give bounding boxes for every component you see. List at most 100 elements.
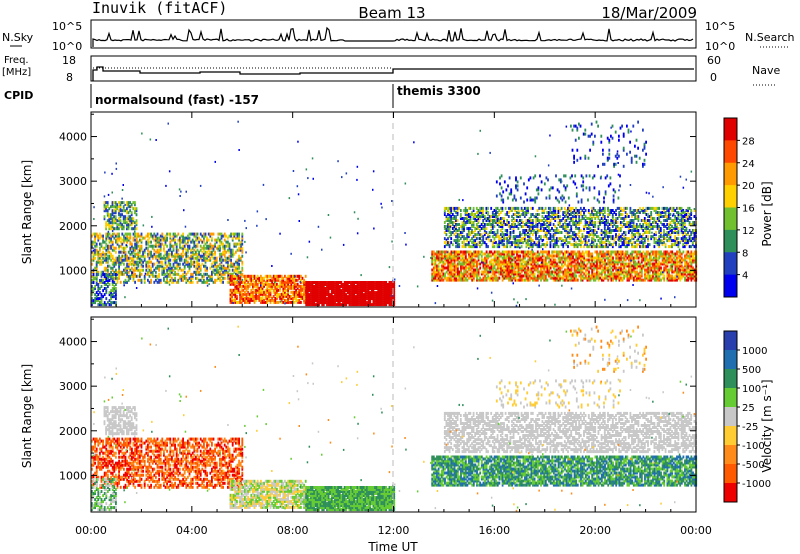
power-cell bbox=[199, 266, 202, 270]
power-cell bbox=[113, 291, 116, 295]
power-cell bbox=[386, 289, 389, 293]
power-cell bbox=[134, 201, 136, 205]
power-cell bbox=[285, 284, 288, 288]
power-cell bbox=[284, 288, 286, 292]
power-cell bbox=[644, 274, 646, 278]
power-cell bbox=[573, 272, 576, 276]
power-cell bbox=[380, 297, 383, 301]
power-cell bbox=[240, 298, 243, 302]
power-cell bbox=[390, 281, 392, 284]
power-cell bbox=[155, 274, 157, 278]
power-cell bbox=[578, 274, 581, 278]
power-cell bbox=[393, 289, 396, 293]
power-cell bbox=[199, 264, 202, 268]
power-cell bbox=[158, 248, 160, 252]
power-cell bbox=[123, 236, 125, 240]
power-cell bbox=[121, 250, 124, 254]
power-cell bbox=[132, 219, 135, 223]
power-cell bbox=[661, 254, 664, 258]
power-cell bbox=[674, 262, 677, 266]
power-cell bbox=[118, 276, 120, 280]
power-cell bbox=[190, 254, 192, 258]
power-cell bbox=[91, 281, 93, 284]
power-cell bbox=[356, 287, 359, 290]
power-cell bbox=[261, 280, 264, 284]
power-cell bbox=[628, 264, 630, 268]
power-cell bbox=[366, 281, 368, 284]
power-cell bbox=[436, 274, 438, 278]
power-cell bbox=[313, 299, 316, 303]
power-cell bbox=[169, 270, 172, 274]
power-cell bbox=[129, 232, 132, 236]
power-cell bbox=[382, 293, 384, 297]
power-cell bbox=[463, 219, 465, 222]
power-cell bbox=[340, 297, 343, 301]
power-cell bbox=[276, 282, 278, 286]
power-cell bbox=[306, 293, 309, 297]
power-cell bbox=[460, 272, 462, 276]
power-cell bbox=[581, 276, 584, 280]
power-cell bbox=[586, 254, 589, 258]
power-cell bbox=[183, 244, 186, 248]
power-cell bbox=[380, 299, 383, 303]
power-cell bbox=[677, 256, 680, 260]
power-cell bbox=[327, 281, 330, 284]
power-cell bbox=[469, 262, 472, 266]
power-cell bbox=[116, 272, 119, 276]
power-cell bbox=[642, 256, 645, 260]
power-cell bbox=[501, 268, 504, 272]
power-data-layer bbox=[91, 120, 698, 307]
power-cell bbox=[594, 266, 597, 270]
power-cell bbox=[578, 254, 581, 258]
power-cell bbox=[139, 256, 141, 260]
power-cell bbox=[314, 297, 317, 301]
power-cell bbox=[234, 300, 237, 304]
power-cell bbox=[536, 268, 539, 272]
power-cell bbox=[182, 234, 184, 238]
power-cell bbox=[511, 276, 514, 280]
power-cell bbox=[124, 215, 127, 219]
power-cell bbox=[512, 262, 515, 266]
power-cell bbox=[608, 276, 611, 280]
power-cell bbox=[439, 272, 442, 276]
power-cell bbox=[255, 276, 257, 280]
power-cell bbox=[116, 270, 119, 274]
nave-label: Nave bbox=[752, 64, 780, 77]
power-cell bbox=[245, 276, 248, 280]
power-cell bbox=[543, 262, 546, 266]
power-cell bbox=[383, 301, 386, 305]
power-cell bbox=[204, 272, 207, 276]
power-cell bbox=[440, 254, 443, 258]
power-cell bbox=[351, 299, 354, 303]
power-cell bbox=[196, 266, 199, 270]
power-cell bbox=[195, 234, 197, 238]
power-cell bbox=[332, 285, 335, 288]
power-cell bbox=[248, 278, 251, 282]
power-cell bbox=[330, 303, 333, 307]
power-cell bbox=[468, 252, 470, 256]
power-cell bbox=[455, 241, 457, 245]
power-cell bbox=[668, 278, 670, 282]
power-cell bbox=[568, 256, 571, 260]
power-cell bbox=[568, 262, 571, 266]
power-cell bbox=[612, 264, 614, 268]
power-cell bbox=[305, 301, 308, 305]
power-cell bbox=[480, 206, 483, 210]
power-cell bbox=[605, 274, 608, 278]
power-cell bbox=[468, 276, 470, 280]
power-cell bbox=[107, 301, 109, 305]
power-cell bbox=[169, 232, 172, 236]
power-cell bbox=[137, 250, 140, 254]
power-cell bbox=[119, 258, 122, 262]
power-cell bbox=[490, 254, 493, 258]
power-cell bbox=[637, 262, 640, 266]
power-cell bbox=[512, 258, 515, 262]
power-cell bbox=[562, 278, 565, 282]
power-cell bbox=[135, 221, 138, 225]
power-cell bbox=[306, 289, 309, 293]
power-cell bbox=[319, 291, 322, 295]
power-cell bbox=[621, 252, 624, 256]
power-cell bbox=[575, 274, 578, 278]
power-cell bbox=[163, 268, 165, 272]
power-cell bbox=[293, 280, 296, 284]
